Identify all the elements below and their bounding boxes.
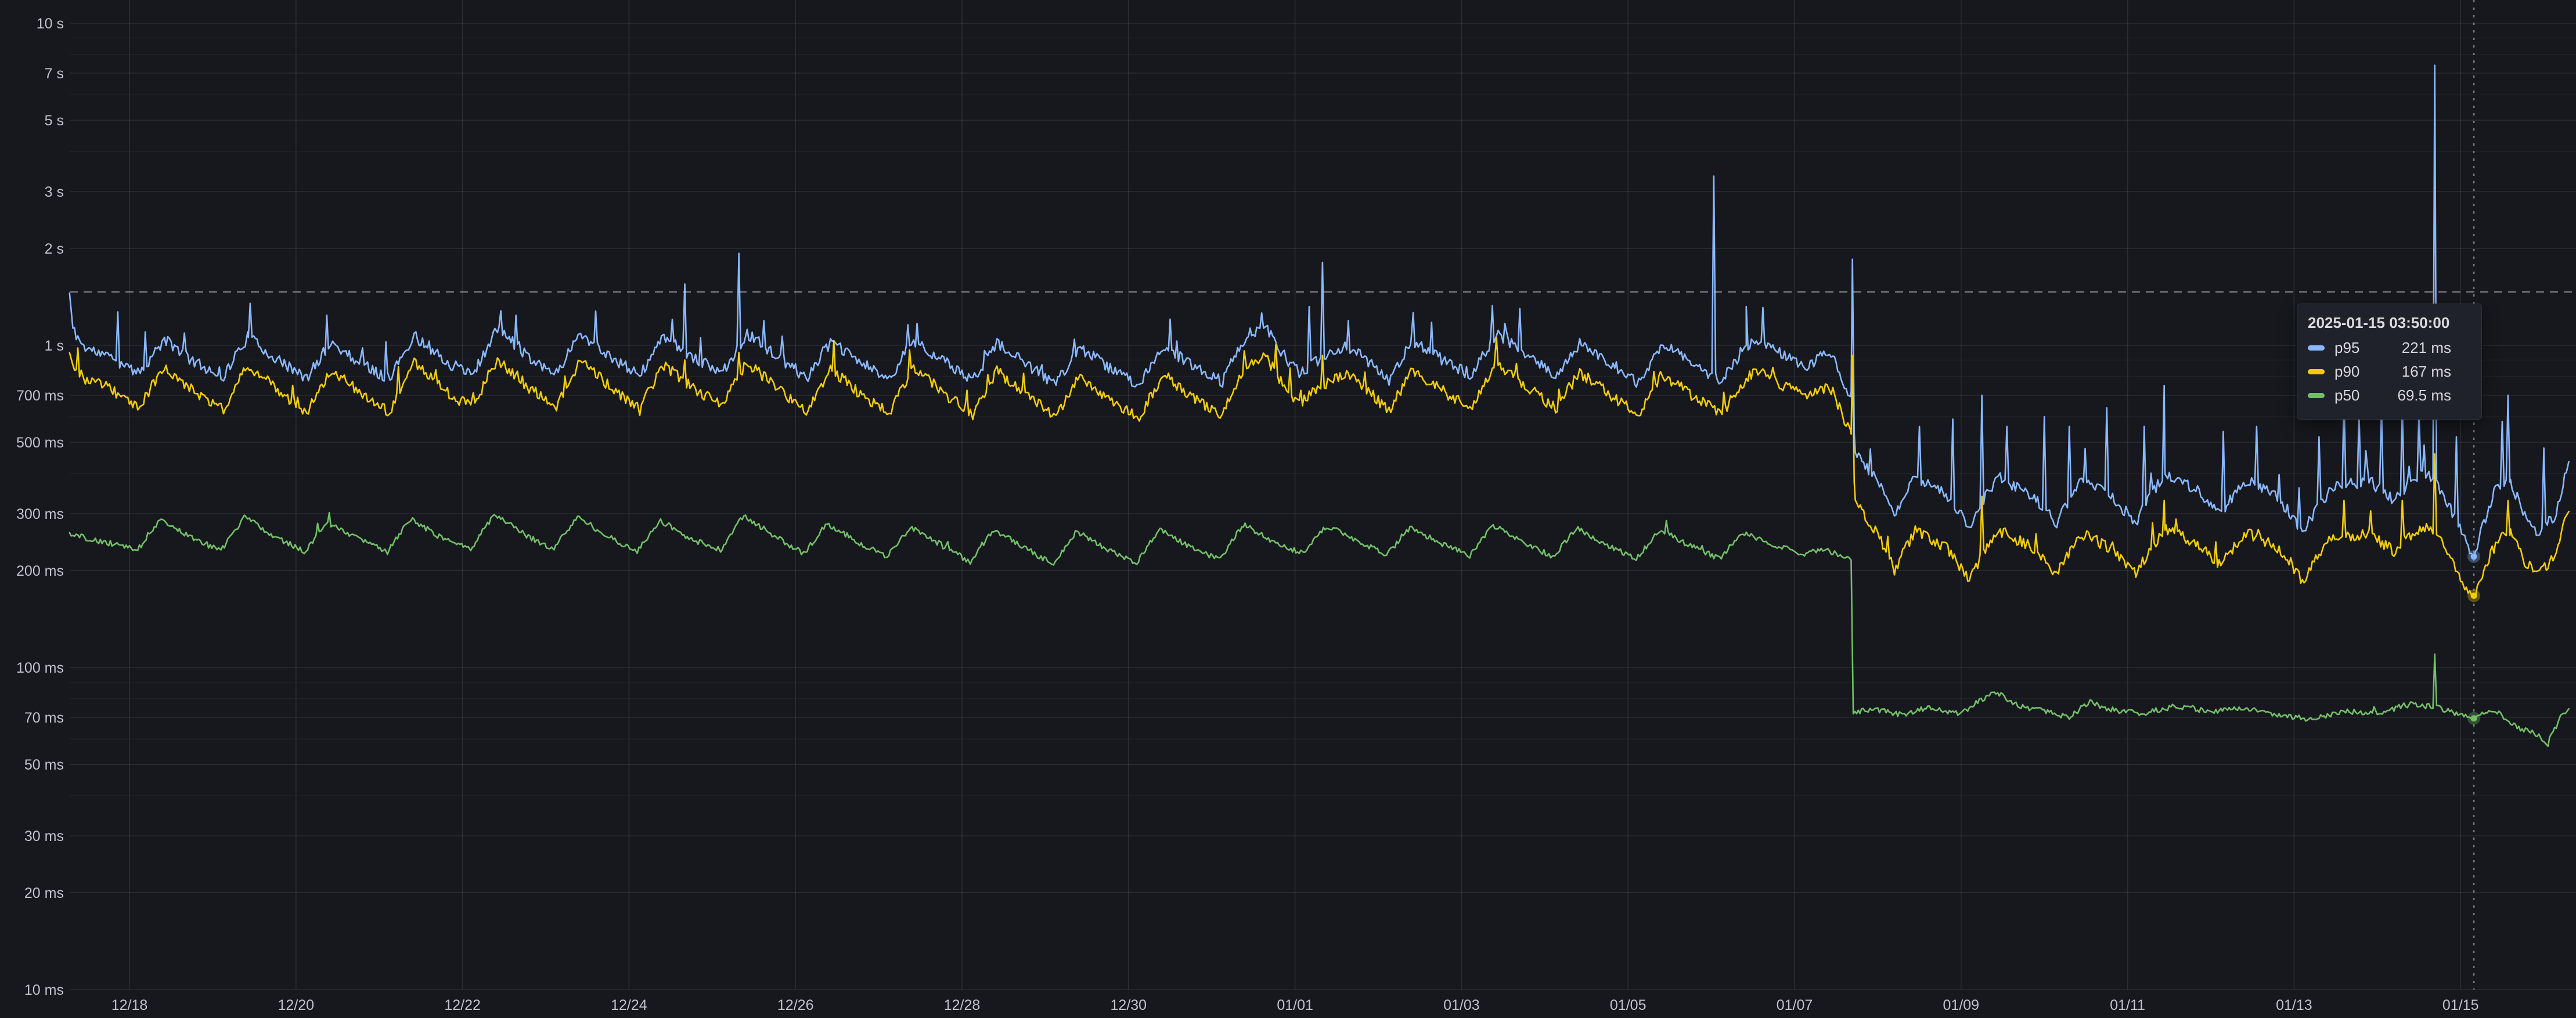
series-color-marker-icon [2308, 369, 2325, 374]
y-axis-labels: 10 s 7 s 5 s 3 s 2 s 1 s 700 ms 500 ms 300 ms 200… [16, 16, 64, 998]
x-axis-label: 12/26 [777, 997, 814, 1013]
tooltip-timestamp: 2025-01-15 03:50:00 [2308, 314, 2450, 331]
y-axis-label: 3 s [45, 184, 64, 200]
y-axis-label: 10 ms [24, 982, 64, 998]
x-axis-label: 12/28 [944, 997, 981, 1013]
tooltip-series-rows: p95 221 ms p90 167 ms p50 69.5 ms [2308, 339, 2471, 405]
x-axis-label: 12/30 [1111, 997, 1147, 1013]
x-axis-label: 01/01 [1277, 997, 1313, 1013]
x-axis-label: 12/22 [444, 997, 481, 1013]
series-name: p90 [2334, 363, 2360, 380]
series-name: p95 [2334, 339, 2360, 356]
x-axis-label: 01/05 [1610, 997, 1647, 1013]
series-line-p95[interactable] [69, 64, 2570, 558]
tooltip-row: p50 69.5 ms [2308, 387, 2471, 405]
y-axis-label: 50 ms [24, 757, 64, 773]
y-axis-label: 7 s [45, 66, 64, 82]
series-color-marker-icon [2308, 345, 2325, 351]
hover-point-p90 [2470, 592, 2477, 599]
x-axis-label: 01/09 [1943, 997, 1980, 1013]
x-axis-label: 12/20 [278, 997, 315, 1013]
y-axis-label: 500 ms [16, 435, 64, 451]
series-value: 69.5 ms [2397, 387, 2452, 404]
y-axis-label: 20 ms [24, 885, 64, 901]
tooltip-row: p95 221 ms [2308, 339, 2471, 357]
x-axis-label: 12/24 [611, 997, 647, 1013]
x-axis-label: 12/18 [111, 997, 148, 1013]
y-axis-label: 1 s [45, 338, 64, 354]
y-axis-label: 100 ms [16, 660, 64, 676]
x-axis-label: 01/11 [2110, 997, 2145, 1013]
chart-tooltip: 2025-01-15 03:50:00 p95 221 ms p90 167 ms p5… [2297, 304, 2482, 420]
y-axis-label: 300 ms [16, 506, 64, 522]
tooltip-row: p90 167 ms [2308, 363, 2471, 381]
y-axis-label: 70 ms [24, 710, 64, 726]
series-value: 221 ms [2401, 339, 2451, 356]
y-axis-label: 700 ms [16, 388, 64, 404]
x-axis-label: 01/07 [1777, 997, 1813, 1013]
y-axis-label: 30 ms [24, 828, 64, 844]
series-line-p50[interactable] [69, 511, 2570, 748]
series-color-marker-icon [2308, 393, 2325, 398]
hover-points [2467, 550, 2481, 725]
y-axis-label: 200 ms [16, 563, 64, 579]
series-value: 167 ms [2401, 363, 2451, 380]
series-lines[interactable] [69, 64, 2570, 748]
series-line-p90[interactable] [69, 337, 2570, 597]
x-gridlines [129, 0, 2462, 990]
x-axis-label: 01/15 [2442, 997, 2479, 1013]
x-axis-labels: 12/18 12/20 12/22 12/24 12/26 12/28 12/30 01/01… [111, 997, 2479, 1013]
crosshair [70, 0, 2576, 990]
series-name: p50 [2334, 387, 2360, 404]
y-axis-label: 10 s [37, 16, 64, 32]
x-axis-label: 01/13 [2276, 997, 2312, 1013]
x-axis-label: 01/03 [1443, 997, 1480, 1013]
y-gridlines [70, 23, 2576, 990]
hover-point-p50 [2470, 715, 2477, 722]
y-axis-label: 2 s [45, 241, 64, 257]
hover-point-p95 [2470, 553, 2477, 560]
y-axis-label: 5 s [45, 113, 64, 129]
